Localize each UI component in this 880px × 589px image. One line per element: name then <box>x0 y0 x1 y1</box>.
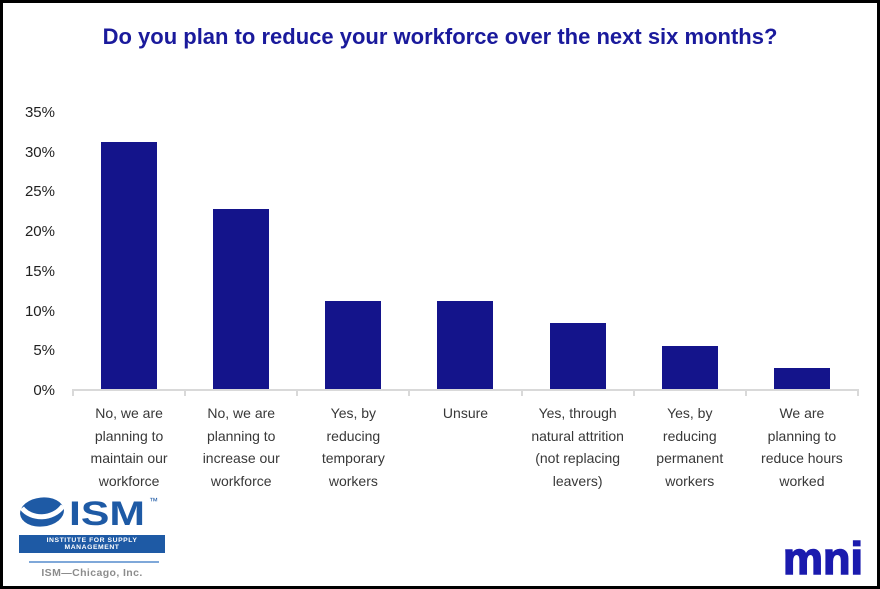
category-label: Yes, through natural attrition (not repl… <box>531 405 624 489</box>
bar <box>773 367 830 389</box>
bar-column <box>522 113 634 389</box>
mni-logo: mni <box>782 532 864 584</box>
y-axis-label: 35% <box>24 104 55 121</box>
bar-column <box>634 113 746 389</box>
category-label: Unsure <box>442 405 489 421</box>
ism-divider <box>29 561 159 563</box>
category-label: Yes, by reducing temporary workers <box>321 405 385 489</box>
y-axis-label: 30% <box>24 143 55 161</box>
y-axis-label: 10% <box>24 302 55 320</box>
ism-wordmark: ISM <box>69 495 145 530</box>
chart-title: Do you plan to reduce your workforce ove… <box>102 24 778 49</box>
bar-column <box>409 113 521 389</box>
bar-column <box>73 113 185 389</box>
bar <box>213 209 270 389</box>
ism-logo-mark: ISM ™ <box>20 495 158 533</box>
bar <box>101 142 158 389</box>
y-axis-tick-labels: 35% 30% 25% 20% 15% 10% 5% 0% <box>3 104 55 400</box>
bar <box>437 300 494 389</box>
x-axis-tick <box>296 389 299 396</box>
x-axis-tick <box>857 389 859 396</box>
bar <box>549 322 606 389</box>
ism-oval-icon <box>20 496 64 527</box>
ism-trademark: ™ <box>149 496 158 506</box>
x-axis-tick <box>184 389 187 396</box>
bar-column <box>185 113 297 389</box>
ism-subtext: ISM—Chicago, Inc. <box>41 567 143 579</box>
ism-logo: ISM ™ INSTITUTE FOR SUPPLY MANAGEMENT IS… <box>19 494 165 579</box>
category-label: No, we are planning to maintain our work… <box>90 405 168 489</box>
bar-column <box>746 113 858 389</box>
ism-swoosh-icon <box>20 503 66 519</box>
y-axis-label: 25% <box>24 183 55 201</box>
bar <box>325 300 382 389</box>
plot-area <box>72 113 859 396</box>
y-axis-label: 0% <box>33 381 55 399</box>
x-axis-tick <box>408 389 411 396</box>
x-axis-tick <box>72 389 74 396</box>
x-axis-tick <box>520 389 523 396</box>
y-axis-label: 5% <box>33 342 55 360</box>
x-axis-category-labels: No, we are planning to maintain our work… <box>73 402 858 492</box>
bar <box>661 345 718 389</box>
ism-tagline: INSTITUTE FOR SUPPLY MANAGEMENT <box>19 534 165 553</box>
category-label: No, we are planning to increase our work… <box>202 405 280 489</box>
category-label: We are planning to reduce hours worked <box>761 405 843 489</box>
category-label: Yes, by reducing permanent workers <box>656 405 724 489</box>
y-axis-label: 20% <box>24 223 55 241</box>
x-axis-tick <box>744 389 747 396</box>
y-axis-label: 15% <box>24 262 55 280</box>
x-axis-tick <box>632 389 635 396</box>
bar-column <box>297 113 409 389</box>
